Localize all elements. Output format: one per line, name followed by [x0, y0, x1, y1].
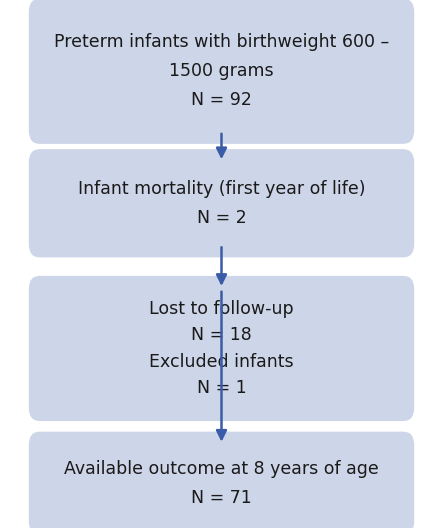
Text: N = 92: N = 92	[191, 91, 252, 109]
Text: Excluded infants: Excluded infants	[149, 353, 294, 371]
Text: Infant mortality (first year of life): Infant mortality (first year of life)	[78, 180, 365, 198]
Text: N = 71: N = 71	[191, 488, 252, 507]
FancyBboxPatch shape	[29, 276, 414, 421]
FancyBboxPatch shape	[29, 149, 414, 258]
FancyBboxPatch shape	[29, 432, 414, 528]
Text: N = 1: N = 1	[197, 379, 246, 397]
Text: 1500 grams: 1500 grams	[169, 62, 274, 80]
FancyBboxPatch shape	[29, 0, 414, 144]
Text: Available outcome at 8 years of age: Available outcome at 8 years of age	[64, 459, 379, 478]
Text: Preterm infants with birthweight 600 –: Preterm infants with birthweight 600 –	[54, 33, 389, 51]
Text: N = 2: N = 2	[197, 209, 246, 227]
Text: N = 18: N = 18	[191, 326, 252, 344]
Text: Lost to follow-up: Lost to follow-up	[149, 300, 294, 318]
